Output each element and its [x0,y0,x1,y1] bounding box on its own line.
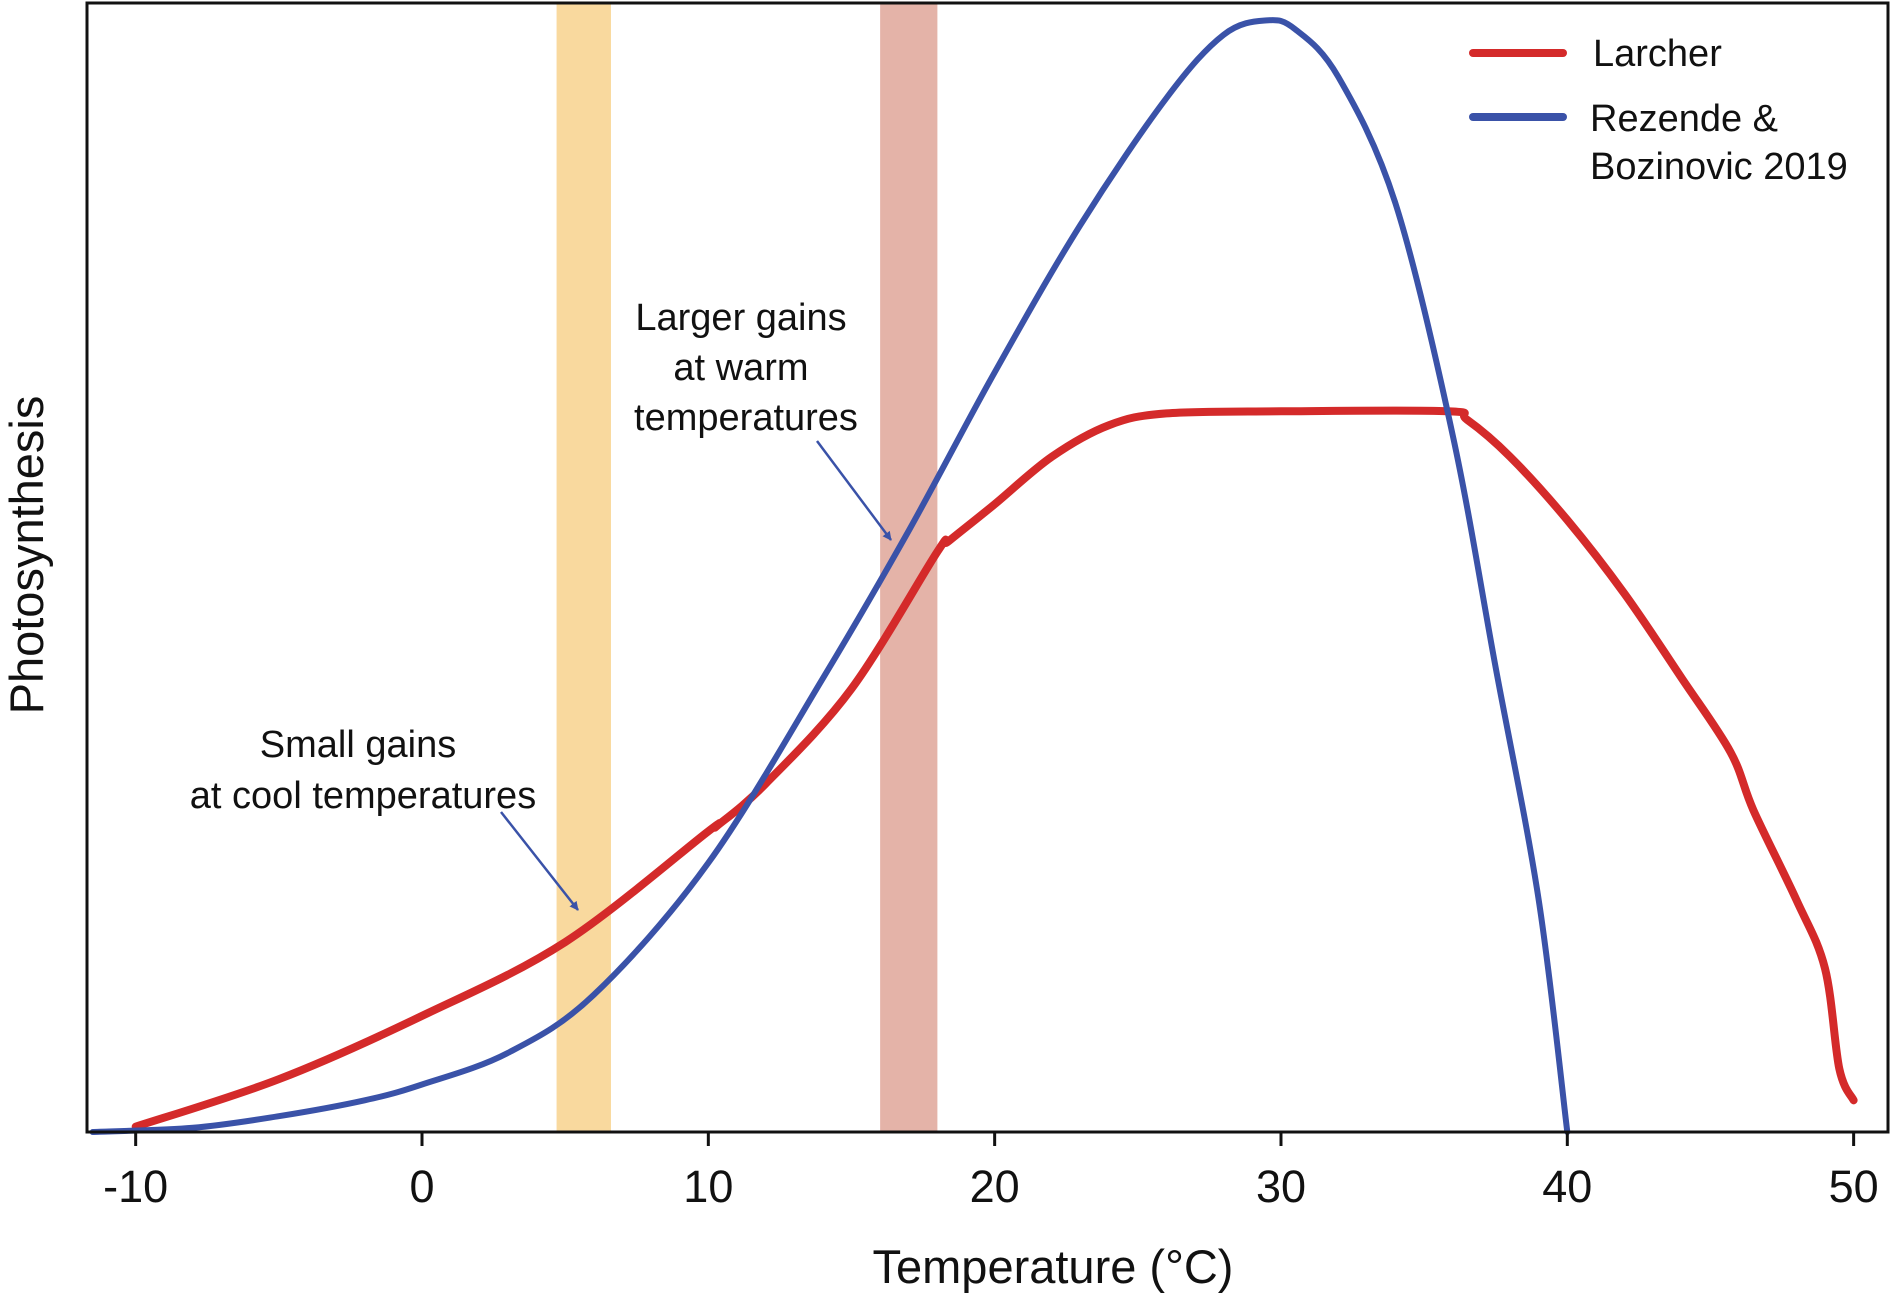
band-cool [556,4,611,1131]
x-axis-title: Temperature (°C) [873,1240,1234,1293]
legend: Larcher Rezende & Bozinovic 2019 [1469,33,1848,188]
x-tick-label: 10 [683,1161,733,1212]
x-tick-label: 50 [1829,1161,1879,1212]
line-larcher [131,406,1858,1131]
annotation-cool-line-2: at cool temperatures [190,775,536,817]
x-tick-label: 30 [1256,1161,1306,1212]
x-tick-label: -10 [103,1161,168,1212]
annotation-warm-line-3: temperatures [634,397,858,439]
line-rezende-bozinovic [89,17,1571,1135]
legend-label-larcher: Larcher [1593,33,1722,75]
plot-frame [85,1,1890,1134]
x-tick-label: 0 [409,1161,434,1212]
annotation-cool-arrow [500,811,579,911]
x-axis-ticks: -10 0 10 20 30 40 50 [103,1132,1879,1212]
x-tick-label: 20 [970,1161,1020,1212]
highlight-bands [556,4,938,1131]
x-tick-label: 40 [1542,1161,1592,1212]
annotations: Small gains at cool temperatures Larger … [190,297,893,911]
annotation-warm-line-1: Larger gains [635,297,846,339]
annotation-cool-line-1: Small gains [260,724,456,766]
plot-lines [89,17,1858,1135]
annotation-warm-arrow [815,440,893,541]
annotation-warm-line-2: at warm [673,347,808,389]
y-axis-title: Photosynthesis [0,396,53,715]
legend-label-rezende-bozinovic: Rezende & Bozinovic 2019 [1590,98,1848,188]
